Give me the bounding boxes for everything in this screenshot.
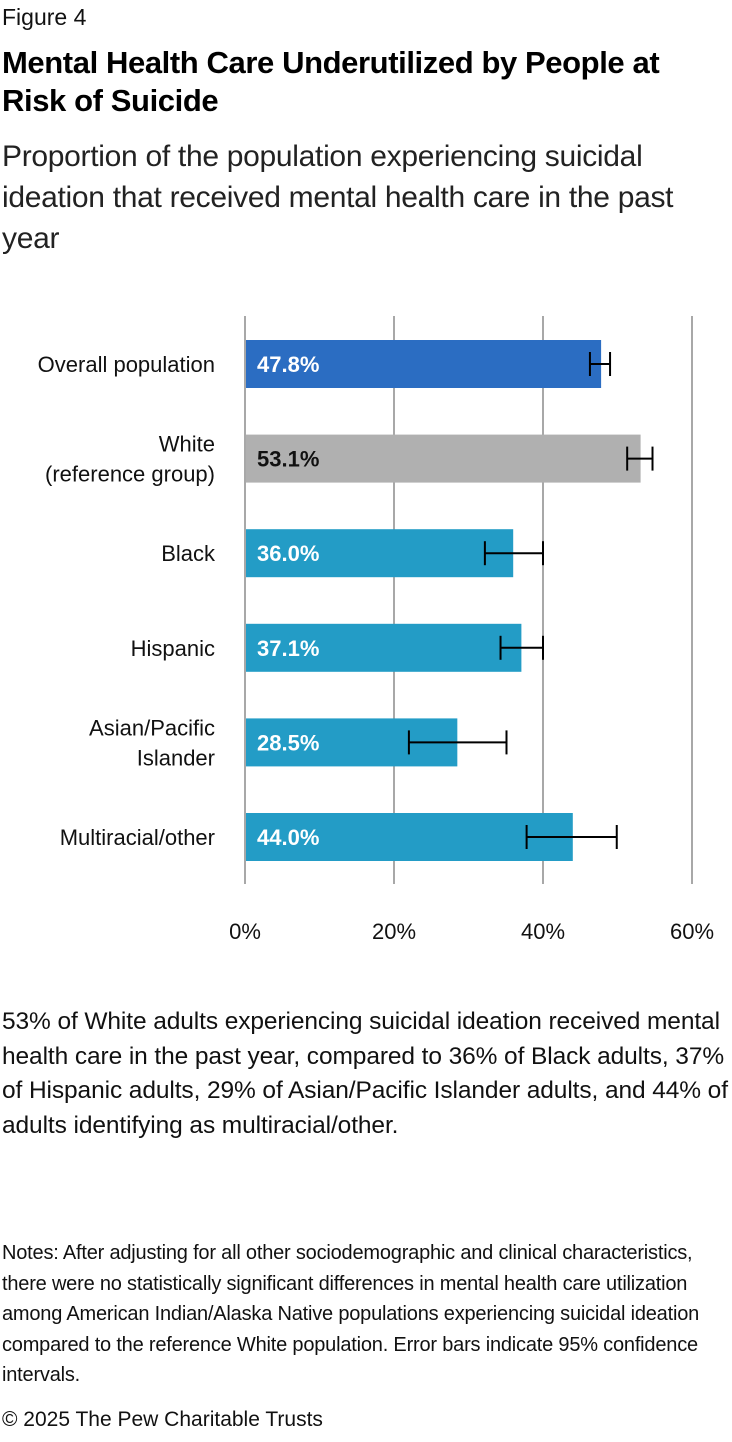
figure-label: Figure 4 — [2, 4, 87, 30]
bar — [246, 340, 602, 388]
chart-caption: 53% of White adults experiencing suicida… — [2, 1008, 728, 1139]
bar-chart: 47.8% 53.1% 36.0% 37.1% 28.5% 44.0% Overall p… — [38, 316, 714, 944]
x-tick-label: 60% — [670, 919, 714, 944]
category-labels: Overall population White (reference group… — [38, 352, 216, 850]
gridlines — [244, 316, 693, 884]
category-label: White — [159, 432, 215, 457]
bar-value-label: 53.1% — [257, 447, 319, 472]
error-bars — [407, 352, 654, 849]
category-label: (reference group) — [45, 462, 215, 487]
bar-value-label: 47.8% — [257, 352, 319, 377]
bar-value-label: 44.0% — [257, 825, 319, 850]
bar — [246, 434, 641, 483]
chart-title: Mental Health Care Underutilized by Peop… — [2, 45, 660, 118]
x-tick-label: 20% — [372, 919, 416, 944]
chart-subtitle: Proportion of the population experiencin… — [2, 140, 674, 255]
bar-value-label: 28.5% — [257, 730, 319, 755]
copyright: © 2025 The Pew Charitable Trusts — [2, 1408, 323, 1431]
bar — [246, 813, 573, 861]
chart-notes: Notes: After adjusting for all other soc… — [2, 1242, 700, 1386]
category-label: Asian/Pacific — [89, 715, 215, 740]
category-label: Overall population — [38, 352, 215, 377]
bar-value-label: 37.1% — [257, 636, 319, 661]
bar — [246, 623, 522, 672]
x-axis-ticks: 0% 20% 40% 60% — [229, 919, 714, 944]
category-label: Islander — [137, 745, 215, 770]
category-label: Hispanic — [131, 636, 215, 661]
x-tick-label: 40% — [521, 919, 565, 944]
bars: 47.8% 53.1% 36.0% 37.1% 28.5% 44.0% — [246, 340, 641, 861]
category-label: Black — [161, 541, 216, 566]
x-tick-label: 0% — [229, 919, 261, 944]
category-label: Multiracial/other — [60, 825, 215, 850]
bar-value-label: 36.0% — [257, 541, 319, 566]
bar — [246, 529, 514, 578]
